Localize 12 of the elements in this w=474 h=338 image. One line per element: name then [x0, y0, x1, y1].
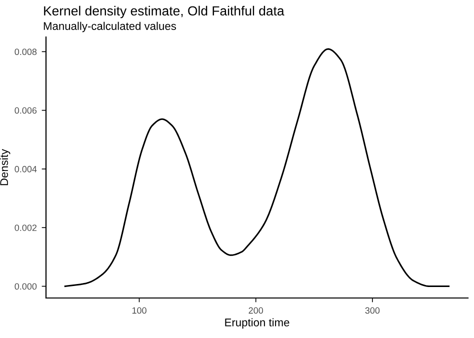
y-tick-label: 0.006: [14, 107, 37, 114]
x-tick-label: 100: [132, 307, 146, 314]
x-tick-label: 200: [248, 307, 264, 314]
y-axis-title: Density: [0, 148, 10, 186]
chart-subtitle: Manually-calculated values: [44, 22, 176, 32]
y-tick-label: 0.008: [14, 48, 37, 56]
y-tick-label: 0.004: [14, 166, 37, 172]
y-tick-label: 0.000: [14, 283, 37, 290]
chart-title: Kernel density estimate, Old Faithful data: [44, 6, 284, 18]
x-axis-title: Eruption time: [225, 318, 290, 329]
x-tick-label: 300: [365, 307, 380, 314]
y-tick-label: 0.002: [14, 224, 37, 231]
